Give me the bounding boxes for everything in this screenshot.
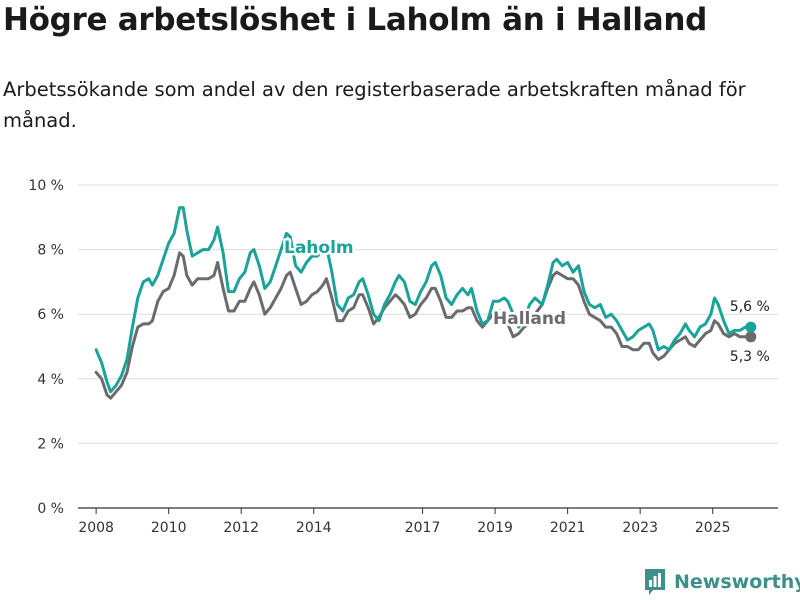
x-tick-label: 2023 xyxy=(622,520,658,536)
x-tick-label: 2021 xyxy=(550,520,586,536)
x-tick-label: 2008 xyxy=(78,520,114,536)
series-end-point-laholm xyxy=(745,321,757,333)
y-tick-label: 8 % xyxy=(37,243,64,259)
y-tick-label: 2 % xyxy=(37,436,64,452)
x-tick-label: 2025 xyxy=(695,520,731,536)
brand-name: Newsworthy xyxy=(674,571,800,593)
series-label-halland: Halland xyxy=(493,309,566,329)
series-end-point-halland xyxy=(745,331,757,343)
series-line-laholm xyxy=(94,206,753,394)
x-tick-label: 2019 xyxy=(477,520,513,536)
newsworthy-logo-icon xyxy=(645,569,665,595)
x-tick-label: 2014 xyxy=(296,520,332,536)
y-tick-label: 10 % xyxy=(28,178,64,194)
y-tick-label: 6 % xyxy=(37,307,64,323)
end-label-laholm: 5,6 % xyxy=(730,299,770,315)
x-tick-label: 2010 xyxy=(151,520,187,536)
x-tick-label: 2017 xyxy=(405,520,441,536)
chart-subtitle: Arbetssökande som andel av den registerb… xyxy=(3,78,746,132)
series-label-laholm: Laholm xyxy=(284,238,354,258)
y-tick-label: 4 % xyxy=(37,372,64,388)
y-tick-label: 0 % xyxy=(37,501,64,517)
newsworthy-logo: Newsworthy xyxy=(643,568,800,596)
chart-title: Högre arbetslöshet i Laholm än i Halland xyxy=(3,2,707,38)
x-tick-label: 2012 xyxy=(223,520,259,536)
end-label-halland: 5,3 % xyxy=(730,349,770,365)
series-line-halland xyxy=(94,251,753,400)
